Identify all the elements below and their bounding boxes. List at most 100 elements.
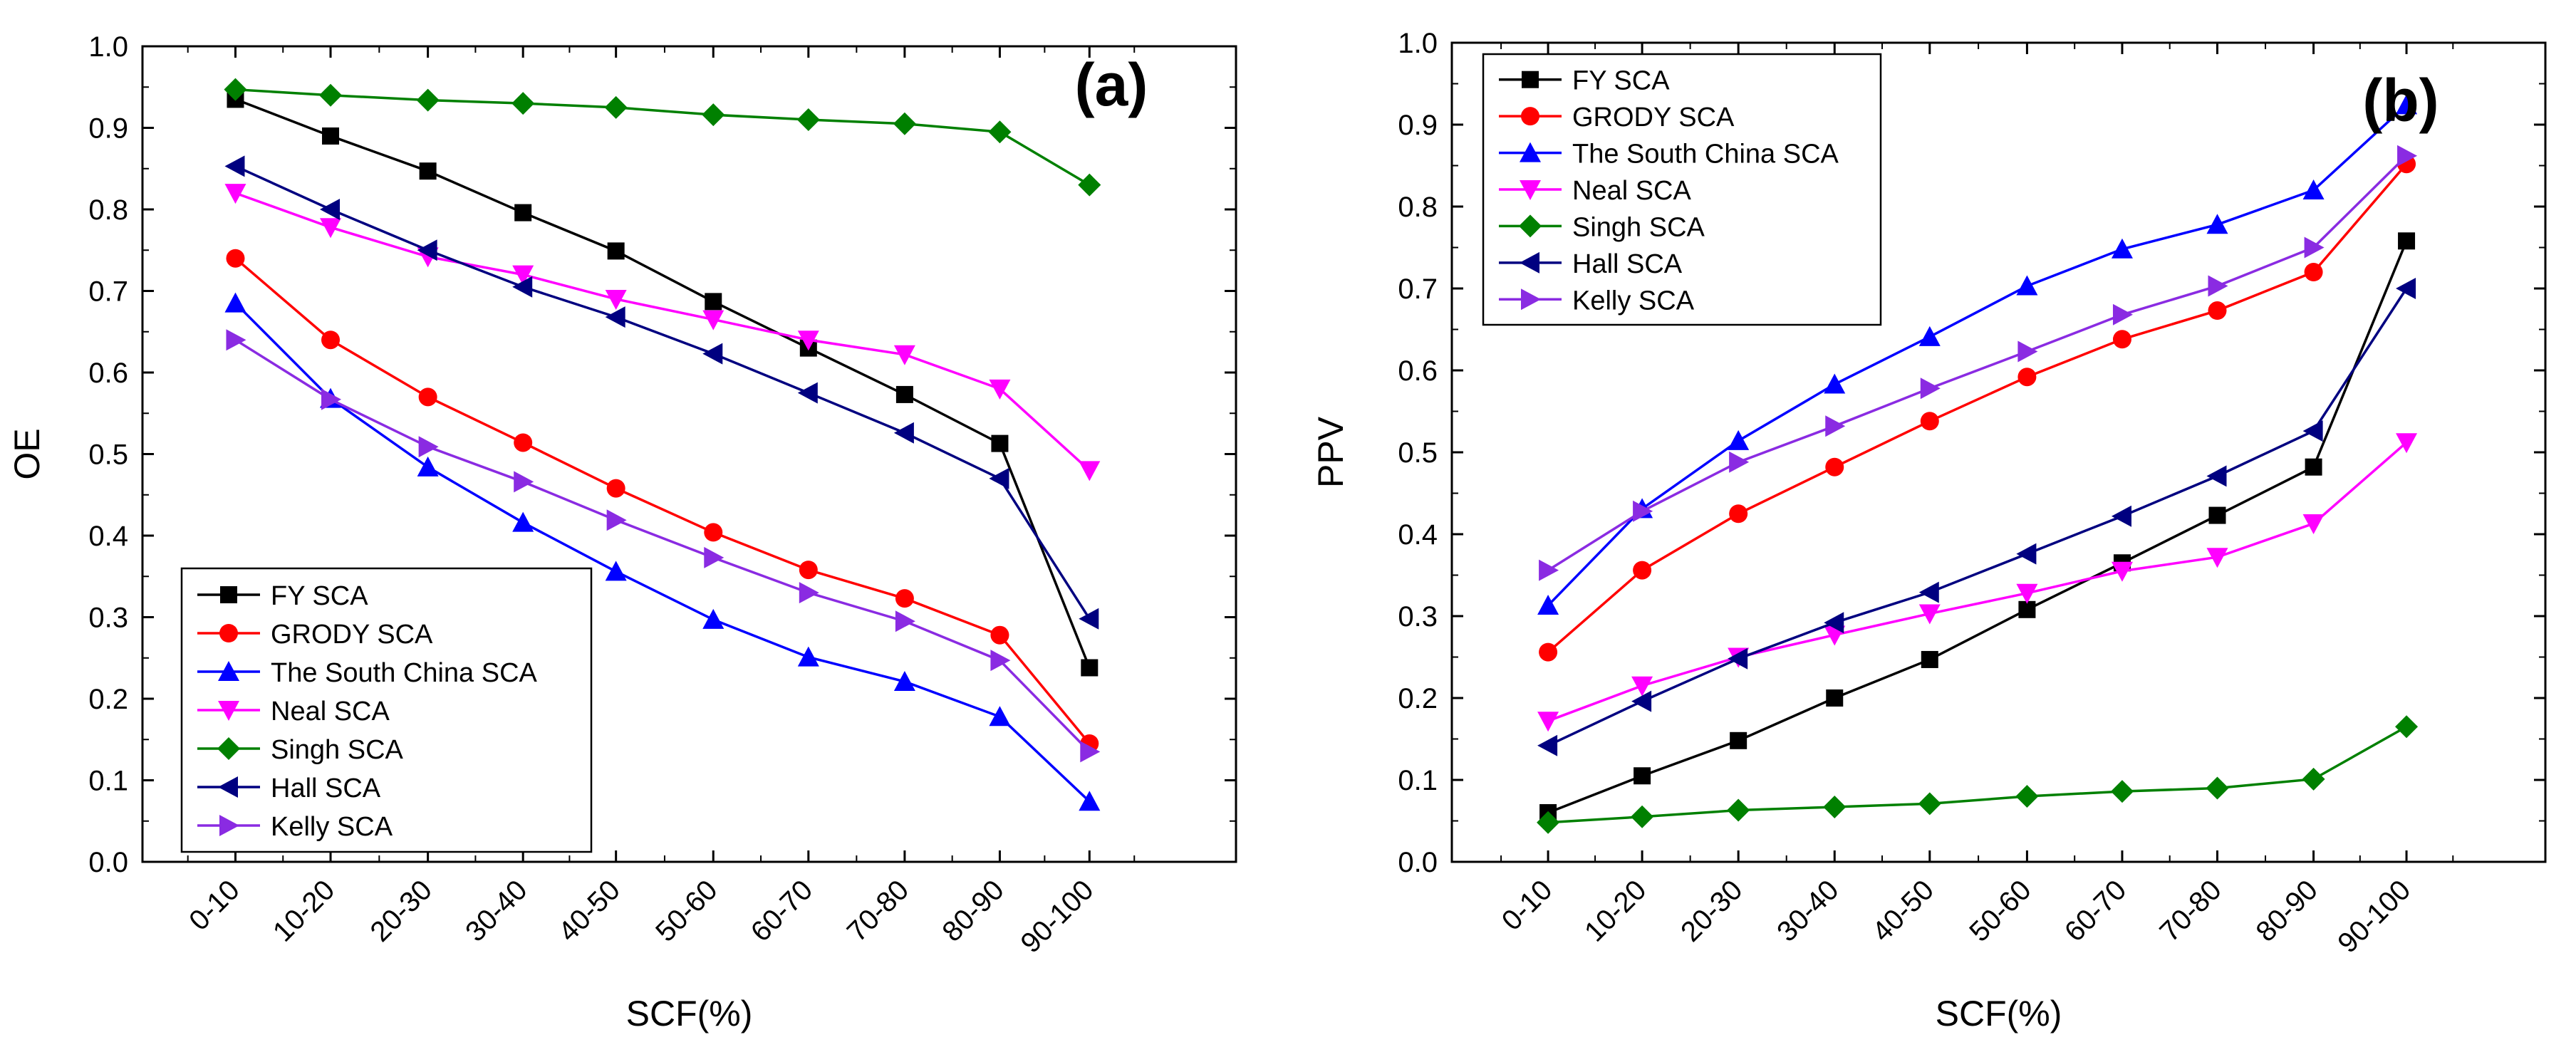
x-tick-label: 0-10 <box>1496 874 1559 937</box>
legend-item: Kelly SCA <box>1499 286 1695 316</box>
y-tick-label: 0.7 <box>88 276 128 308</box>
data-point <box>1920 378 1941 400</box>
y-axis-title: OE <box>7 428 47 479</box>
legend-marker <box>218 661 239 681</box>
legend: FY SCA GRODY SCA The South China SCA Neal S… <box>180 567 593 853</box>
data-point <box>1825 415 1846 437</box>
series-line <box>234 192 1091 472</box>
data-point <box>1826 689 1844 707</box>
panel-label: (a) <box>1075 51 1148 118</box>
data-point <box>702 310 724 330</box>
legend-label: The South China SCA <box>271 658 538 688</box>
data-point <box>607 242 625 260</box>
y-tick-label: 0.6 <box>88 358 128 389</box>
legend-label: Hall SCA <box>271 774 381 803</box>
data-point <box>2016 583 2038 604</box>
data-point <box>2112 303 2133 326</box>
legend: FY SCA GRODY SCA The South China SCA Neal S… <box>1482 53 1882 326</box>
data-point <box>1078 173 1101 197</box>
chart-panel-b: 0.0 0.1 0.2 0.3 0.4 0.5 0.6 0.7 0.8 0.9 1.0 0-10 10-… <box>1311 28 2547 1033</box>
x-tick-label: 20-30 <box>1675 874 1748 947</box>
data-point <box>1539 642 1558 662</box>
data-point <box>514 471 534 493</box>
data-point <box>419 162 437 180</box>
legend-label: The South China SCA <box>1572 140 1839 170</box>
data-point <box>893 422 914 444</box>
data-point <box>2017 340 2038 363</box>
legend-item: Neal SCA <box>1499 176 1691 206</box>
y-tick-label: 1.0 <box>88 31 128 63</box>
legend-item: GRODY SCA <box>197 620 433 650</box>
x-tick-label: 30-40 <box>1771 874 1844 947</box>
y-tick-label: 0.1 <box>1398 765 1438 796</box>
data-point <box>1823 795 1847 818</box>
data-point <box>1727 798 1750 822</box>
legend-marker <box>218 701 239 721</box>
legend-marker <box>219 815 239 836</box>
data-point <box>1081 659 1099 677</box>
y-tick-label: 1.0 <box>1398 28 1438 59</box>
x-tick-label: 20-30 <box>365 874 438 947</box>
y-tick-label: 0.3 <box>88 603 128 634</box>
data-point <box>224 184 246 204</box>
y-tick-label: 0.0 <box>88 847 128 878</box>
data-point <box>226 249 245 268</box>
x-axis-title: SCF(%) <box>1936 994 2062 1033</box>
data-point <box>2302 179 2325 199</box>
data-point <box>895 385 913 403</box>
x-tick-label: 70-80 <box>2154 874 2227 947</box>
x-axis-title: SCF(%) <box>626 994 753 1033</box>
data-point <box>797 646 819 667</box>
series-hall-sca <box>1537 278 2416 756</box>
data-point <box>320 199 341 220</box>
data-point <box>893 670 915 691</box>
data-point <box>1539 559 1559 581</box>
y-tick-label: 0.5 <box>1398 437 1438 469</box>
series-line <box>1547 104 2408 607</box>
legend-item: Singh SCA <box>1499 212 1705 242</box>
data-point <box>989 467 1009 489</box>
legend-marker <box>1520 180 1541 200</box>
data-point <box>2395 715 2419 739</box>
legend-box <box>180 567 593 853</box>
data-point <box>705 293 722 311</box>
data-point <box>1537 811 1560 834</box>
data-point <box>605 306 625 328</box>
data-point <box>319 83 343 107</box>
legend-item: FY SCA <box>197 581 368 611</box>
y-tick-label: 0.0 <box>1398 847 1438 878</box>
data-point <box>2015 785 2039 808</box>
legend-item: Hall SCA <box>197 774 381 803</box>
legend-marker <box>220 586 237 603</box>
series-line <box>234 338 1091 753</box>
data-point <box>2398 232 2416 250</box>
data-point <box>1537 595 1559 615</box>
x-tick-label: 50-60 <box>650 874 723 947</box>
data-point <box>2208 275 2228 297</box>
legend-label: GRODY SCA <box>1572 103 1735 132</box>
data-point <box>1730 731 1747 749</box>
data-point <box>893 112 916 135</box>
legend-marker <box>1521 107 1539 126</box>
data-point <box>605 289 627 310</box>
data-point <box>799 582 819 604</box>
data-point <box>2016 275 2038 296</box>
legend-label: Neal SCA <box>271 697 390 727</box>
series-line <box>234 98 1091 669</box>
data-point <box>514 433 533 452</box>
x-tick-label: 80-90 <box>936 874 1009 947</box>
data-point <box>990 650 1011 672</box>
data-point <box>2208 506 2226 524</box>
series-line <box>234 302 1091 803</box>
y-tick-label: 0.4 <box>1398 519 1438 551</box>
legend-marker <box>1520 142 1541 162</box>
data-point <box>2017 368 2037 387</box>
panel-label: (b) <box>2362 67 2439 134</box>
y-tick-label: 0.2 <box>1398 683 1438 714</box>
legend-marker <box>1520 251 1539 274</box>
data-point <box>2111 561 2133 582</box>
y-tick-label: 0.1 <box>88 766 128 797</box>
legend-marker <box>1519 214 1542 238</box>
data-point <box>418 436 439 458</box>
data-point <box>417 456 439 477</box>
